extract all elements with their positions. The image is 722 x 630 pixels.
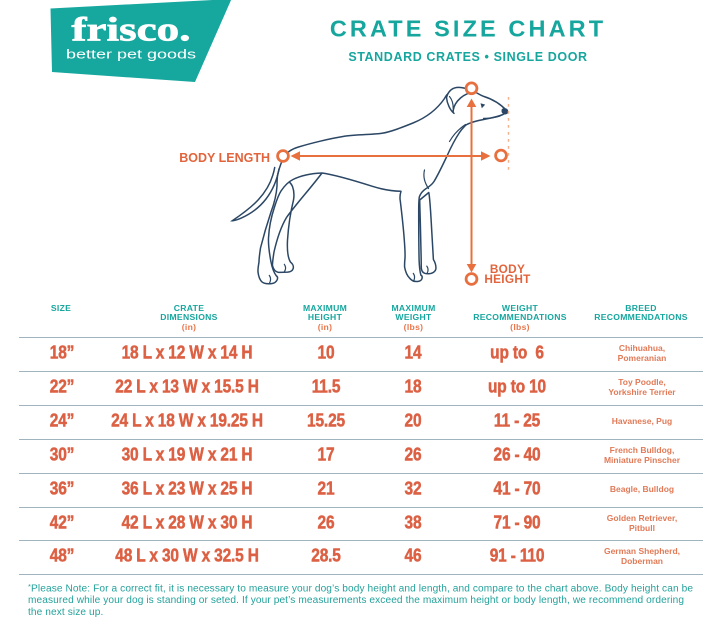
svg-text:better pet goods: better pet goods: [66, 46, 197, 61]
svg-text:frisco.: frisco.: [72, 12, 191, 49]
